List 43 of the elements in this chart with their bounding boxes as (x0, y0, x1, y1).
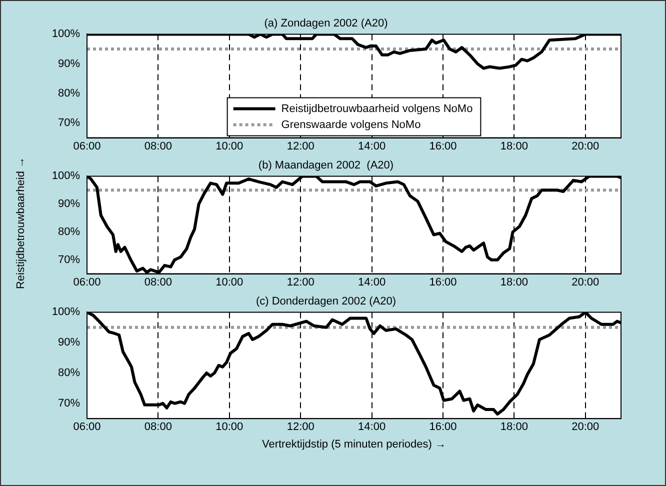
x-tick-label: 10:00 (216, 140, 244, 152)
y-tick-label: 100% (52, 28, 80, 40)
x-tick-label: 06:00 (73, 276, 101, 288)
y-tick-label: 80% (58, 367, 80, 380)
x-tick-label: 16:00 (429, 276, 457, 288)
y-tick-label: 90% (58, 198, 80, 210)
y-tick-label: 70% (58, 117, 80, 130)
x-tick-label: 20:00 (572, 421, 600, 434)
chart-title: (a) Zondagen 2002 (A20) (264, 18, 388, 30)
x-tick-label: 14:00 (358, 140, 386, 152)
x-tick-label: 14:00 (358, 276, 386, 288)
x-tick-label: 14:00 (358, 421, 386, 434)
x-tick-label: 08:00 (144, 276, 172, 288)
x-tick-label: 06:00 (73, 140, 101, 152)
y-tick-label: 100% (52, 170, 80, 182)
y-tick-label: 80% (58, 226, 80, 238)
x-tick-label: 18:00 (500, 276, 528, 288)
x-tick-label: 20:00 (572, 140, 600, 152)
y-tick-label: 70% (58, 254, 80, 266)
x-tick-label: 06:00 (73, 421, 101, 434)
x-tick-label: 12:00 (286, 276, 314, 288)
chart-title: (c) Donderdagen 2002 (A20) (256, 296, 396, 308)
x-tick-label: 20:00 (572, 276, 600, 288)
x-axis-title: Vertrektijdstip (5 minuten periodes) → (262, 438, 446, 450)
y-axis-title: Reistijdbetrouwbaarheid → (15, 156, 28, 290)
y-tick-label: 70% (58, 397, 80, 410)
x-tick-label: 10:00 (216, 276, 244, 288)
x-tick-label: 10:00 (216, 421, 244, 434)
legend-label: Reistijdbetrouwbaarheid volgens NoMo (281, 102, 473, 115)
y-tick-label: 90% (58, 336, 80, 349)
x-tick-label: 12:00 (286, 140, 314, 152)
chart-title: (b) Maandagen 2002 (A20) (258, 160, 394, 172)
x-tick-label: 18:00 (500, 140, 528, 152)
x-tick-label: 08:00 (144, 421, 172, 434)
y-tick-label: 90% (58, 58, 80, 70)
x-tick-label: 08:00 (144, 140, 172, 152)
y-tick-label: 80% (58, 87, 80, 100)
y-tick-label: 100% (52, 306, 80, 318)
legend-label: Grenswaarde volgens NoMo (281, 118, 421, 131)
x-tick-label: 18:00 (500, 421, 528, 434)
x-tick-label: 16:00 (429, 421, 457, 434)
x-tick-label: 12:00 (286, 421, 314, 434)
x-tick-label: 16:00 (429, 140, 457, 152)
